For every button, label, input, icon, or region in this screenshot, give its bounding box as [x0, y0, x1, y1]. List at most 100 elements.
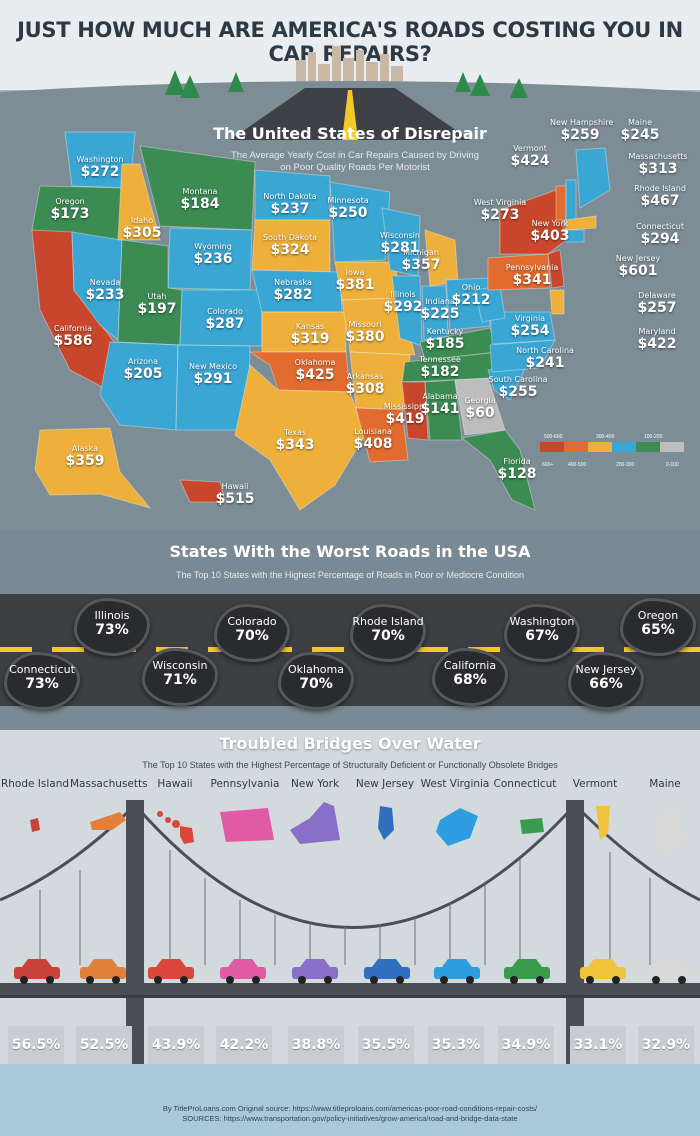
- pothole-value: 68%: [453, 672, 487, 688]
- state-value: $319: [290, 331, 330, 347]
- bridge-percentage: 33.1%: [570, 1026, 626, 1064]
- state-name: Alaska: [71, 444, 99, 453]
- state-name: Georgia: [464, 396, 496, 405]
- pothole-value: 73%: [95, 622, 129, 638]
- state-shape-new-hampshire: [565, 179, 577, 221]
- state-value: $184: [180, 196, 220, 212]
- water: [0, 1064, 700, 1136]
- state-name: Delaware: [638, 291, 676, 300]
- state-name: Kentucky: [426, 327, 464, 336]
- pothole-state-name: Wisconsin: [152, 659, 208, 672]
- state-name: West Virginia: [473, 198, 527, 207]
- state-shape-virginia: [489, 311, 556, 345]
- state-name: Florida: [503, 457, 531, 466]
- state-value: $128: [497, 466, 537, 482]
- car-icon: [580, 959, 626, 984]
- map-title: The United States of Disrepair: [213, 124, 487, 143]
- state-name: Oklahoma: [294, 358, 336, 367]
- legend-top-labels: 500-600 300-400 100-200: [536, 434, 688, 442]
- pothole-state-name: California: [443, 659, 497, 672]
- pothole-new-jersey: New Jersey 66%: [568, 652, 644, 710]
- legend-label: 600+: [542, 462, 554, 468]
- state-value: $422: [637, 336, 677, 352]
- bridge-state-name: Rhode Island: [0, 778, 70, 790]
- state-label-california: California $586: [38, 324, 108, 349]
- state-label-west-virginia: West Virginia $273: [465, 198, 535, 223]
- state-name: New York: [531, 219, 569, 228]
- pothole-wisconsin: Wisconsin 71%: [142, 648, 218, 706]
- state-label-colorado: Colorado $287: [190, 307, 260, 332]
- state-label-maine: Maine $245: [610, 118, 670, 143]
- state-label-utah: Utah $197: [122, 292, 192, 317]
- state-shape-maryland: [549, 289, 565, 315]
- state-label-iowa: Iowa $381: [320, 268, 390, 293]
- state-label-nevada: Nevada $233: [70, 278, 140, 303]
- state-value: $233: [85, 287, 125, 303]
- bridge-deck: [0, 983, 700, 995]
- state-shape-minnesota: [329, 181, 391, 263]
- maine-shape-icon: [656, 804, 686, 856]
- bridge-percentage: 56.5%: [8, 1026, 64, 1064]
- state-name: Montana: [182, 187, 218, 196]
- road-centerline: [0, 647, 700, 652]
- state-shape-louisiana: [355, 407, 409, 463]
- state-shape-connecticut: [565, 229, 585, 243]
- legend-bottom-labels: 600+ 400-500 200-300 0-100: [536, 462, 688, 470]
- state-name: South Carolina: [488, 375, 548, 384]
- state-label-ohio: Ohio $212: [436, 283, 506, 308]
- car-icon: [504, 959, 550, 984]
- state-shape-new-jersey: [547, 249, 565, 289]
- state-label-delaware: Delaware $257: [625, 291, 689, 316]
- state-name: Texas: [283, 428, 307, 437]
- state-value: $359: [65, 453, 105, 469]
- state-label-rhode-island: Rhode Island $467: [625, 184, 695, 209]
- pothole-state-name: Connecticut: [9, 663, 75, 676]
- state-label-mississippi: Mississippi $419: [370, 402, 440, 427]
- state-name: Louisiana: [354, 427, 392, 436]
- bridge-percentage: 35.5%: [358, 1026, 414, 1064]
- bridges-subtitle: The Top 10 States with the Highest Perce…: [142, 760, 558, 770]
- state-value: $173: [50, 206, 90, 222]
- state-value: $257: [637, 300, 677, 316]
- state-label-oklahoma: Oklahoma $425: [280, 358, 350, 383]
- state-value: $403: [530, 228, 570, 244]
- pothole-colorado: Colorado 70%: [214, 604, 290, 662]
- pothole-state-name: Oklahoma: [288, 663, 344, 676]
- state-name: Washington: [76, 155, 124, 164]
- state-shape-maine: [575, 147, 611, 209]
- state-label-louisiana: Louisiana $408: [338, 427, 408, 452]
- state-label-oregon: Oregon $173: [35, 197, 105, 222]
- state-name: New Mexico: [189, 362, 237, 371]
- state-label-hawaii: Hawaii $515: [210, 482, 260, 507]
- state-label-kentucky: Kentucky $185: [410, 327, 480, 352]
- massachusetts-shape-icon: [90, 812, 126, 830]
- new-jersey-shape-icon: [378, 806, 394, 840]
- state-name: Pennsylvania: [505, 263, 559, 272]
- map-subtitle-line-1: The Average Yearly Cost in Car Repairs C…: [230, 150, 479, 161]
- state-value: $185: [425, 336, 465, 352]
- state-label-alaska: Alaska $359: [50, 444, 120, 469]
- state-value: $425: [295, 367, 335, 383]
- state-value: $305: [122, 225, 162, 241]
- skyline-road-illustration: [0, 46, 700, 150]
- west-virginia-shape-icon: [436, 808, 478, 846]
- state-value: $282: [273, 287, 313, 303]
- rhode-island-shape-icon: [30, 818, 40, 832]
- state-label-nebraska: Nebraska $282: [258, 278, 328, 303]
- state-name: Wyoming: [194, 242, 232, 251]
- legend-label: 0-100: [666, 462, 679, 468]
- state-label-tennessee: Tennessee $182: [405, 355, 475, 380]
- pothole-illinois: Illinois 73%: [74, 598, 150, 656]
- legend-label: 500-600: [544, 434, 563, 440]
- state-label-wyoming: Wyoming $236: [178, 242, 248, 267]
- state-value: $237: [270, 201, 310, 217]
- connecticut-shape-icon: [520, 818, 544, 834]
- map-legend: .: [536, 442, 684, 468]
- state-shape-nevada: [71, 231, 123, 342]
- state-shapes-row: [30, 802, 686, 856]
- state-label-alabama: Alabama $141: [405, 392, 475, 417]
- state-name: Illinois: [390, 290, 416, 299]
- bridge-state-name: Pennsylvania: [210, 778, 280, 790]
- car-icon: [80, 959, 126, 984]
